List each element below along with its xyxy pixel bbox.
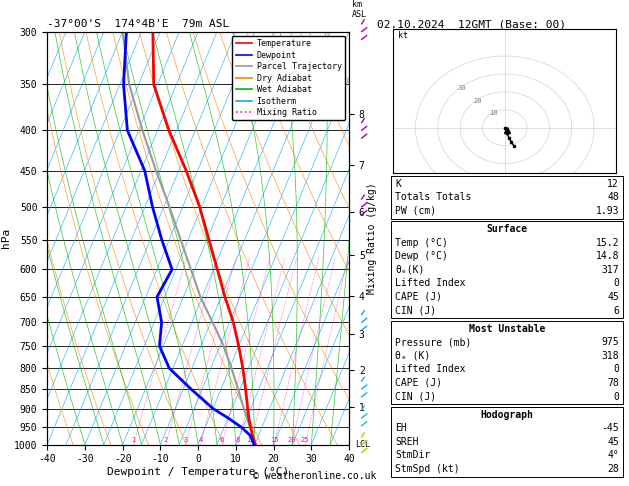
Text: CAPE (J): CAPE (J): [395, 378, 442, 388]
Text: StmDir: StmDir: [395, 451, 430, 460]
Text: Totals Totals: Totals Totals: [395, 192, 471, 202]
Text: -37°00'S  174°4B'E  79m ASL: -37°00'S 174°4B'E 79m ASL: [47, 19, 230, 30]
X-axis label: Dewpoint / Temperature (°C): Dewpoint / Temperature (°C): [107, 467, 289, 477]
Text: 1.93: 1.93: [596, 206, 619, 216]
Text: 12: 12: [607, 179, 619, 189]
Text: StmSpd (kt): StmSpd (kt): [395, 464, 460, 474]
Text: Surface: Surface: [486, 224, 528, 234]
Text: 45: 45: [607, 437, 619, 447]
Text: θₑ(K): θₑ(K): [395, 265, 425, 275]
Text: Hodograph: Hodograph: [481, 410, 533, 419]
Text: 4: 4: [198, 436, 203, 443]
Text: 3: 3: [184, 436, 188, 443]
Text: PW (cm): PW (cm): [395, 206, 436, 216]
Text: Lifted Index: Lifted Index: [395, 278, 465, 288]
Text: © weatheronline.co.uk: © weatheronline.co.uk: [253, 471, 376, 481]
Text: 6: 6: [613, 306, 619, 315]
Text: EH: EH: [395, 423, 407, 433]
Text: 15.2: 15.2: [596, 238, 619, 247]
Text: 25: 25: [301, 436, 309, 443]
Text: Lifted Index: Lifted Index: [395, 364, 465, 374]
Text: 48: 48: [607, 192, 619, 202]
Text: θₑ (K): θₑ (K): [395, 351, 430, 361]
Text: CAPE (J): CAPE (J): [395, 292, 442, 302]
Text: Most Unstable: Most Unstable: [469, 324, 545, 333]
Text: 45: 45: [607, 292, 619, 302]
Text: 975: 975: [601, 337, 619, 347]
Text: Dewp (°C): Dewp (°C): [395, 251, 448, 261]
Text: 8: 8: [236, 436, 240, 443]
Text: 6: 6: [220, 436, 224, 443]
Text: 318: 318: [601, 351, 619, 361]
Text: 28: 28: [607, 464, 619, 474]
Text: 2: 2: [164, 436, 168, 443]
Text: Pressure (mb): Pressure (mb): [395, 337, 471, 347]
Text: 10: 10: [489, 110, 498, 116]
Y-axis label: Mixing Ratio (g/kg): Mixing Ratio (g/kg): [367, 182, 377, 294]
Text: K: K: [395, 179, 401, 189]
Text: LCL: LCL: [355, 440, 370, 449]
Text: 0: 0: [613, 392, 619, 401]
Text: 15: 15: [270, 436, 278, 443]
Text: 0: 0: [613, 278, 619, 288]
Text: 317: 317: [601, 265, 619, 275]
Text: SREH: SREH: [395, 437, 418, 447]
Text: km
ASL: km ASL: [352, 0, 367, 19]
Text: 78: 78: [607, 378, 619, 388]
Text: 4°: 4°: [607, 451, 619, 460]
Text: 20: 20: [474, 98, 482, 104]
Text: 10: 10: [246, 436, 255, 443]
Text: 02.10.2024  12GMT (Base: 00): 02.10.2024 12GMT (Base: 00): [377, 19, 566, 30]
Legend: Temperature, Dewpoint, Parcel Trajectory, Dry Adiabat, Wet Adiabat, Isotherm, Mi: Temperature, Dewpoint, Parcel Trajectory…: [233, 36, 345, 121]
Text: CIN (J): CIN (J): [395, 306, 436, 315]
Text: 30: 30: [458, 85, 466, 91]
Text: CIN (J): CIN (J): [395, 392, 436, 401]
Text: 0: 0: [613, 364, 619, 374]
Text: kt: kt: [398, 31, 408, 40]
Y-axis label: hPa: hPa: [1, 228, 11, 248]
Text: -45: -45: [601, 423, 619, 433]
Text: 20: 20: [287, 436, 296, 443]
Text: Temp (°C): Temp (°C): [395, 238, 448, 247]
Text: 14.8: 14.8: [596, 251, 619, 261]
Text: 1: 1: [131, 436, 136, 443]
